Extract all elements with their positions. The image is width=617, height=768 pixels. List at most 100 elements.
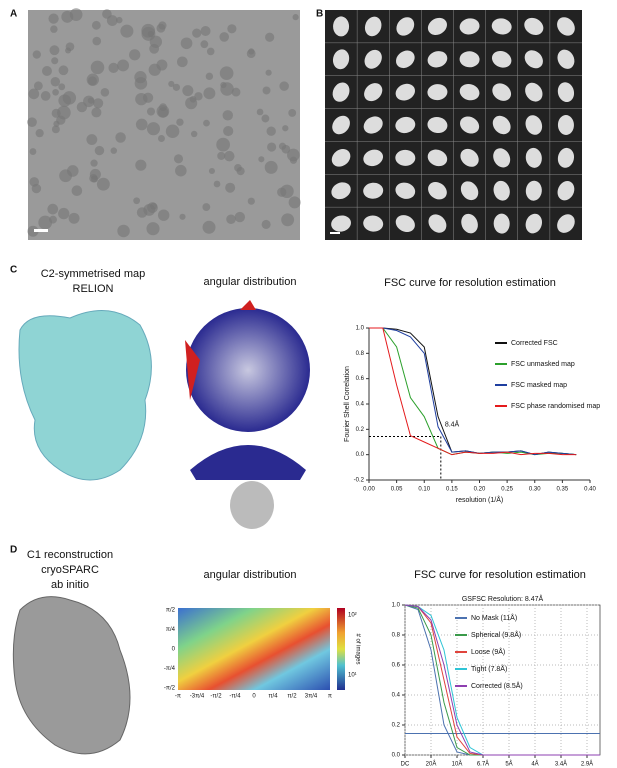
particle xyxy=(203,87,216,100)
particle xyxy=(51,125,60,134)
fsc-line xyxy=(404,604,600,756)
particle xyxy=(115,132,126,143)
heatmap-x-label: -π/2 xyxy=(210,694,222,700)
heatmap-x-label: π/4 xyxy=(268,694,278,700)
class-average xyxy=(557,49,575,69)
particle xyxy=(48,13,59,24)
particle xyxy=(202,203,211,211)
particle xyxy=(281,213,295,227)
x-tick-label: 2.9Å xyxy=(581,761,593,768)
class-average xyxy=(524,50,543,69)
particle xyxy=(219,32,230,42)
particle xyxy=(58,83,66,91)
particle xyxy=(27,225,39,237)
heatmap-x-label: π xyxy=(328,694,332,700)
class-average xyxy=(525,147,542,168)
map-title: C2-symmetrised map xyxy=(41,268,146,280)
particle xyxy=(32,50,41,59)
map-title: RELION xyxy=(73,283,114,295)
particle xyxy=(213,180,221,188)
particle xyxy=(135,118,148,131)
particle xyxy=(53,120,60,127)
particle xyxy=(149,43,160,54)
y-tick-label: 0.4 xyxy=(356,402,365,408)
y-tick-label: 0.2 xyxy=(392,723,401,729)
particle xyxy=(203,119,210,127)
panel-label: B xyxy=(316,9,323,20)
colorbar-label: 10² xyxy=(348,613,357,619)
angular-hemisphere xyxy=(190,445,306,480)
legend-label: Spherical (9.8Å) xyxy=(471,630,521,639)
particle xyxy=(288,196,301,209)
chart-title: FSC curve for resolution estimation xyxy=(414,569,586,581)
legend-label: FSC unmasked map xyxy=(511,361,575,368)
heatmap-x-label: -3π/4 xyxy=(190,694,205,700)
particle xyxy=(90,60,105,75)
particle xyxy=(176,56,188,68)
x-tick-label: 0.10 xyxy=(418,487,430,493)
particle xyxy=(86,134,98,146)
class-average xyxy=(395,182,416,199)
particle xyxy=(33,81,43,91)
map-title: cryoSPARC xyxy=(41,564,99,576)
particle xyxy=(65,42,75,51)
particle xyxy=(146,107,156,116)
particle xyxy=(265,32,275,42)
particle xyxy=(266,126,276,136)
legend-label: No Mask (11Å) xyxy=(471,613,517,622)
particle xyxy=(226,214,236,225)
panel-label: D xyxy=(10,545,17,556)
particle xyxy=(38,215,53,230)
class-average xyxy=(331,149,351,167)
particle xyxy=(110,147,118,154)
particle xyxy=(282,125,289,132)
particle xyxy=(179,213,186,220)
particle xyxy=(287,148,300,162)
particle xyxy=(134,77,148,90)
heatmap-y-label: -π/2 xyxy=(164,686,176,692)
colorbar-title: # of images xyxy=(354,633,360,664)
fsc-line xyxy=(404,604,600,756)
x-tick-label: 5Å xyxy=(505,761,512,768)
particle xyxy=(150,202,157,210)
particle xyxy=(200,26,211,36)
particle xyxy=(87,97,95,104)
scale-bar xyxy=(34,229,48,232)
particle xyxy=(200,40,209,49)
heatmap-y-label: -π/4 xyxy=(164,666,176,672)
panel-label: C xyxy=(10,265,17,276)
particle xyxy=(192,28,202,38)
particle xyxy=(223,125,234,137)
angular-peaks xyxy=(185,300,256,400)
particle xyxy=(224,150,235,162)
particle xyxy=(157,107,169,118)
fsc-line xyxy=(369,327,577,456)
colorbar-label: 10¹ xyxy=(348,673,357,679)
x-tick-label: DC xyxy=(401,762,410,768)
particle xyxy=(182,85,194,97)
class-average xyxy=(395,50,415,69)
particle xyxy=(100,88,110,97)
particle xyxy=(47,203,59,215)
particle xyxy=(49,45,60,56)
particle xyxy=(261,114,270,123)
particle xyxy=(219,66,234,81)
particle xyxy=(180,37,193,50)
class-average xyxy=(428,182,447,200)
density-map xyxy=(18,309,152,481)
particle xyxy=(92,36,102,46)
class-average xyxy=(557,17,575,36)
class-average xyxy=(363,116,383,134)
legend-label: FSC masked map xyxy=(511,382,567,389)
particle xyxy=(157,209,170,221)
class-average xyxy=(395,215,415,233)
class-average xyxy=(557,82,575,103)
class-average xyxy=(493,213,510,234)
class-average xyxy=(460,148,479,167)
class-average xyxy=(493,148,511,168)
class-average xyxy=(364,16,382,37)
density-map xyxy=(12,596,131,755)
particle xyxy=(264,160,278,174)
x-tick-label: 20Å xyxy=(426,761,437,768)
particle xyxy=(175,164,187,177)
